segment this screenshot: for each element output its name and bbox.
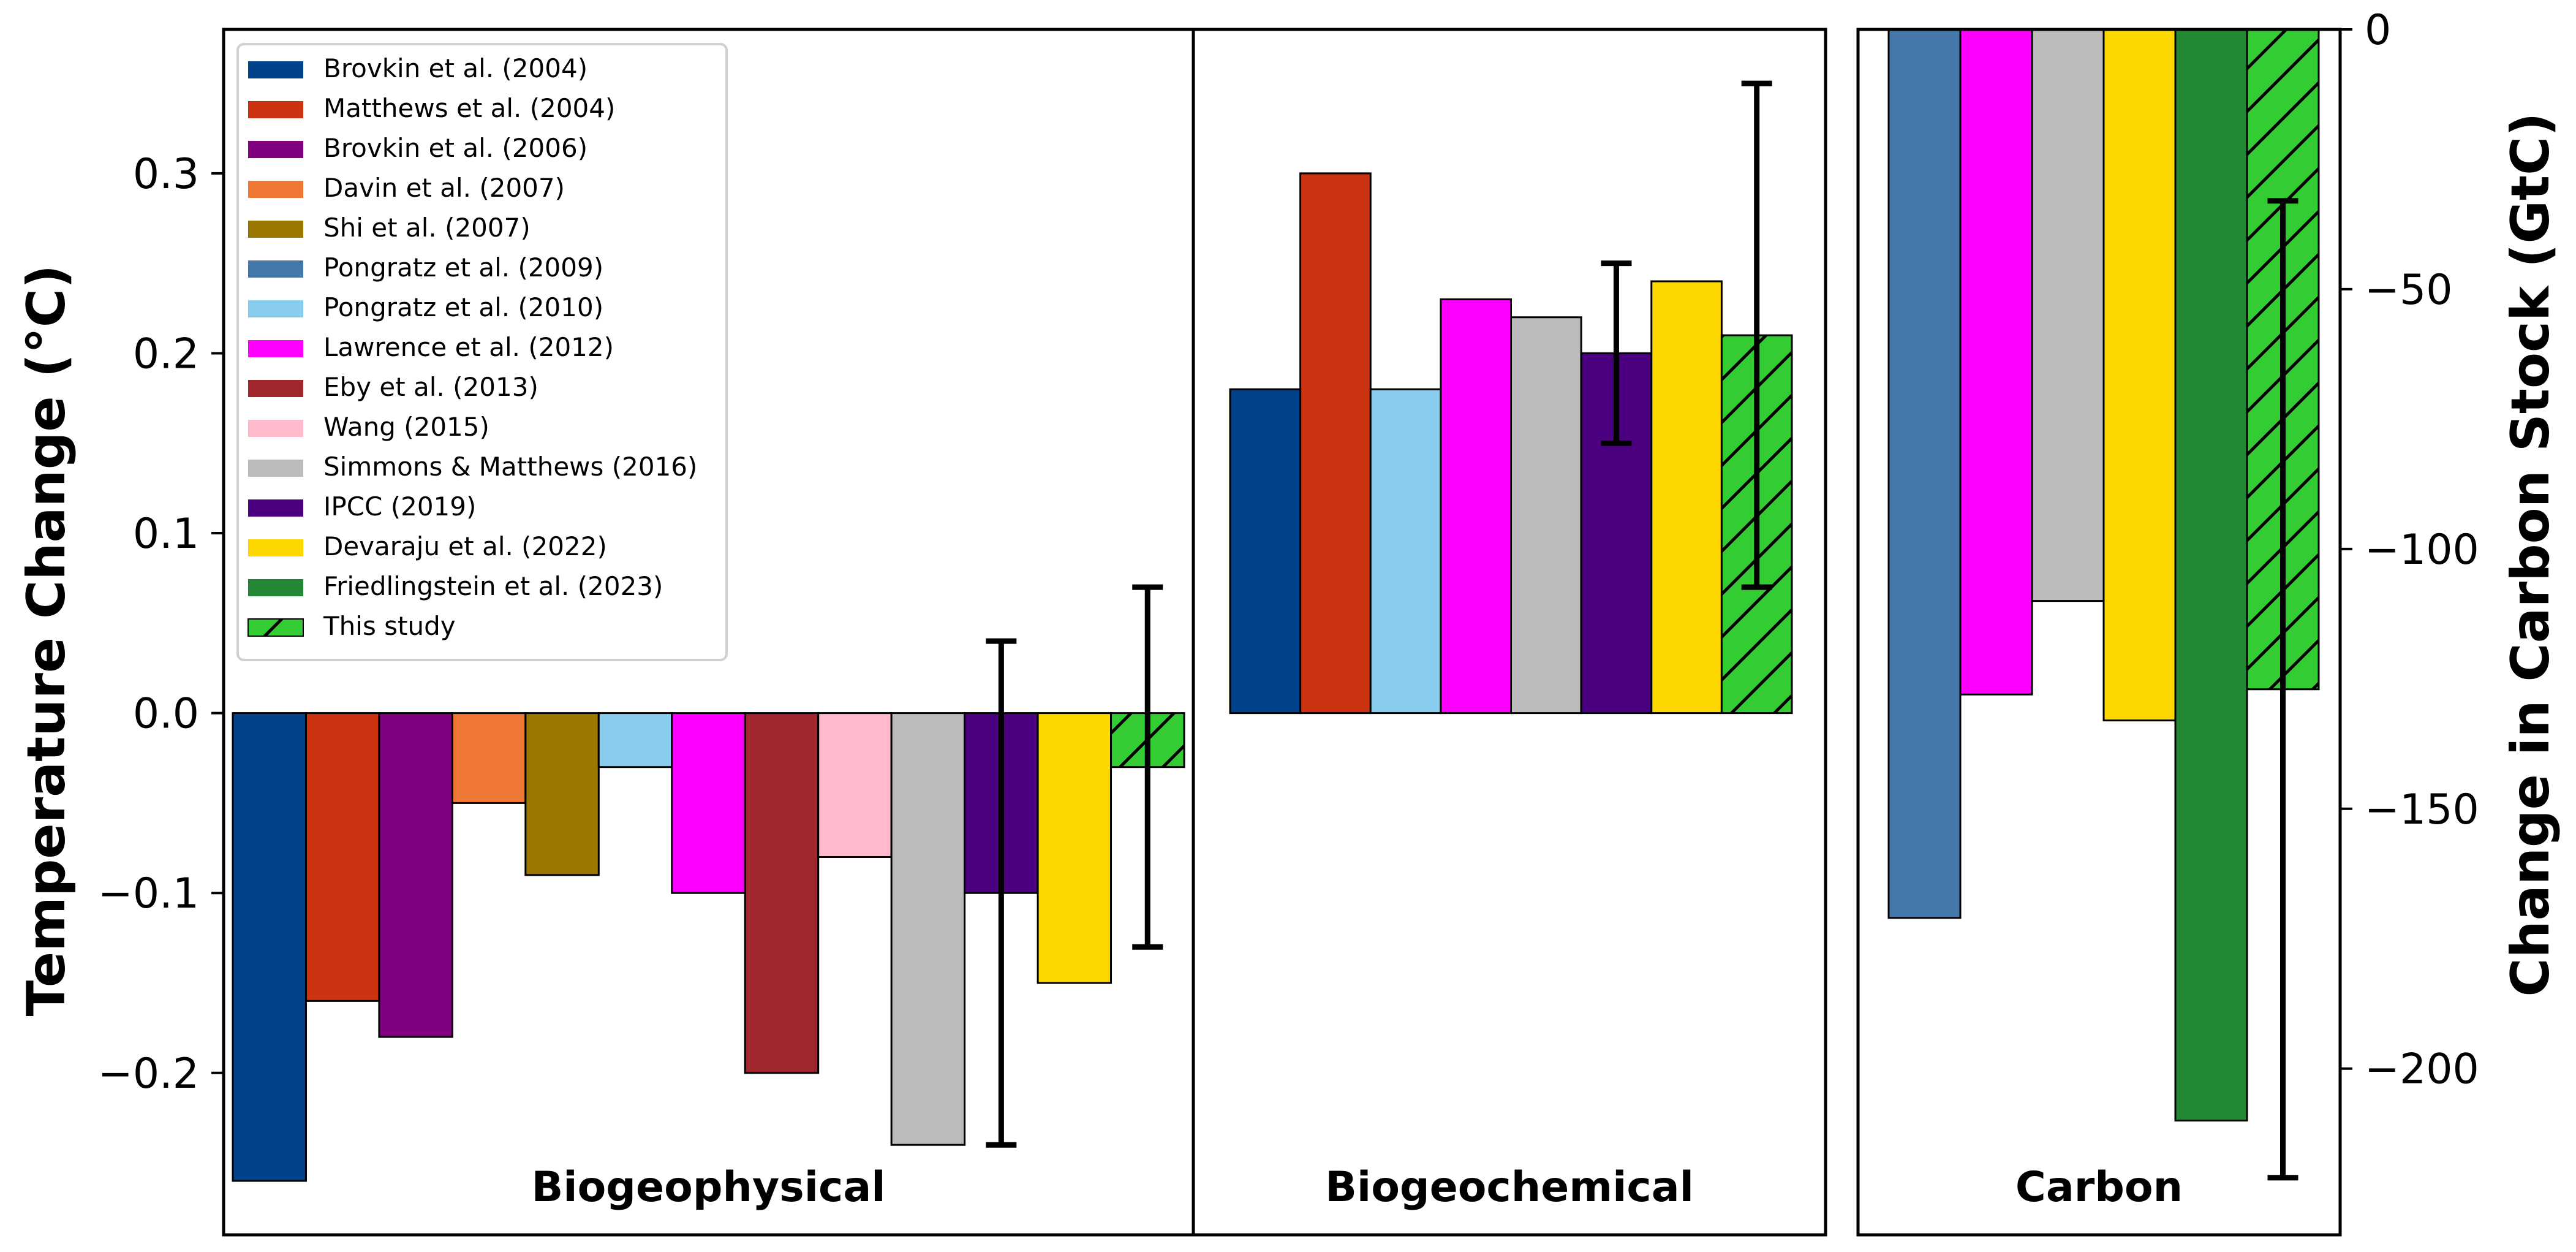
legend-label: Friedlingstein et al. (2023) <box>323 571 663 601</box>
y-axis-title-left: Temperature Change (°C) <box>16 265 77 1017</box>
legend-swatch <box>248 460 303 477</box>
y-tick-label-left: 0.2 <box>133 330 199 378</box>
bar-carbon-friedlingstein-et-al-2023 <box>2174 28 2248 1121</box>
panel-label-biogeophysical: Biogeophysical <box>531 1163 885 1212</box>
legend-label: Devaraju et al. (2022) <box>323 531 607 561</box>
error-bar-carbon-this-study <box>2267 198 2298 1181</box>
legend-swatch <box>247 618 304 637</box>
bar-biogeochemical-devaraju-et-al-2022 <box>1650 280 1723 715</box>
legend-label: Brovkin et al. (2006) <box>323 133 587 163</box>
legend-swatch <box>248 141 303 158</box>
bar-biogeophysical-matthews-et-al-2004 <box>304 712 380 1002</box>
bar-biogeochemical-brovkin-et-al-2004 <box>1229 388 1302 715</box>
bar-biogeophysical-wang-2015 <box>817 712 893 858</box>
legend-label: Pongratz et al. (2009) <box>323 252 603 283</box>
bars-layer <box>232 28 2320 1182</box>
y-axis-title-right: Change in Carbon Stock (GtC) <box>2500 112 2561 996</box>
legend-frame <box>236 43 728 661</box>
y-tick-label-left: −0.1 <box>98 870 199 918</box>
legend-swatch <box>248 181 303 198</box>
legend-swatch <box>248 380 303 397</box>
y-tick-label-right: −150 <box>2365 786 2479 834</box>
legend-item-brovkin-et-al-2006: Brovkin et al. (2006) <box>248 133 587 163</box>
legend-item-ipcc-2019: IPCC (2019) <box>248 491 476 522</box>
legend-label: Shi et al. (2007) <box>323 213 531 243</box>
legend-item-wang-2015: Wang (2015) <box>248 412 489 442</box>
error-bar-biogeophysical-ipcc-2019 <box>986 638 1017 1148</box>
y-tick-label-left: 0.0 <box>133 690 199 738</box>
y-tick-label-left: 0.1 <box>133 510 199 558</box>
legend-swatch <box>248 420 303 437</box>
legend-item-friedlingstein-et-al-2023: Friedlingstein et al. (2023) <box>248 571 663 601</box>
panel-label-biogeochemical: Biogeochemical <box>1325 1163 1694 1212</box>
legend-swatch <box>248 300 303 317</box>
legend-swatch <box>248 61 303 78</box>
bar-biogeochemical-simmons-matthews-2016 <box>1510 316 1582 715</box>
bar-carbon-devaraju-et-al-2022 <box>2102 28 2177 722</box>
bar-carbon-pongratz-et-al-2009 <box>1887 28 1962 919</box>
bar-biogeophysical-lawrence-et-al-2012 <box>671 712 746 894</box>
legend-label: Lawrence et al. (2012) <box>323 332 614 362</box>
panel-frames <box>222 28 2342 1237</box>
error-bar-biogeophysical-this-study <box>1132 584 1163 950</box>
panel-frame-carbon <box>1856 28 2342 1237</box>
legend-label: Wang (2015) <box>323 412 489 442</box>
bar-carbon-lawrence-et-al-2012 <box>1959 28 2033 696</box>
axis-ticks: 0.3 0.2 0.1 0.0 −0.1 −0.2 0 −50 −100 −150 −200 <box>98 6 2479 1098</box>
legend-item-devaraju-et-al-2022: Devaraju et al. (2022) <box>248 531 607 561</box>
legend-label: Matthews et al. (2004) <box>323 93 615 123</box>
bar-biogeophysical-brovkin-et-al-2004 <box>232 712 307 1182</box>
bar-biogeophysical-davin-et-al-2007 <box>451 712 527 804</box>
error-bars-layer <box>986 80 2298 1181</box>
y-tick-label-right: −100 <box>2365 526 2479 574</box>
legend-item-this-study: This study <box>247 611 456 641</box>
legend-item-matthews-et-al-2004: Matthews et al. (2004) <box>248 93 615 123</box>
legend-label: Brovkin et al. (2004) <box>323 53 587 83</box>
y-tick-label-left: −0.2 <box>98 1050 199 1098</box>
legend-label: Eby et al. (2013) <box>323 372 538 402</box>
legend-item-shi-et-al-2007: Shi et al. (2007) <box>248 213 531 243</box>
legend-swatch <box>248 499 303 517</box>
legend-swatch <box>248 260 303 278</box>
bar-biogeophysical-eby-et-al-2013 <box>744 712 820 1074</box>
legend-item-pongratz-et-al-2010: Pongratz et al. (2010) <box>248 292 603 322</box>
legend-label: Simmons & Matthews (2016) <box>323 452 697 482</box>
bar-biogeophysical-pongratz-et-al-2010 <box>597 712 673 768</box>
legend-swatch <box>248 340 303 357</box>
legend-item-brovkin-et-al-2004: Brovkin et al. (2004) <box>248 53 587 83</box>
legend-item-pongratz-et-al-2009: Pongratz et al. (2009) <box>248 252 603 283</box>
bar-carbon-simmons-matthews-2016 <box>2031 28 2105 602</box>
legend: Brovkin et al. (2004) Matthews et al. (20… <box>236 43 728 661</box>
bar-biogeochemical-matthews-et-al-2004 <box>1299 172 1372 715</box>
error-bar-biogeochemical-ipcc-2019 <box>1601 260 1632 446</box>
legend-item-lawrence-et-al-2012: Lawrence et al. (2012) <box>248 332 614 362</box>
bar-biogeochemical-lawrence-et-al-2012 <box>1440 298 1512 715</box>
legend-swatch <box>248 579 303 596</box>
legend-swatch <box>248 539 303 556</box>
bar-biogeophysical-devaraju-et-al-2022 <box>1037 712 1112 984</box>
legend-swatch <box>248 221 303 238</box>
panel-frame-biogeochemical <box>1192 28 1827 1237</box>
legend-label: This study <box>323 611 456 641</box>
panel-label-carbon: Carbon <box>2015 1163 2183 1212</box>
legend-label: Davin et al. (2007) <box>323 173 565 203</box>
legend-item-simmons-matthews-2016: Simmons & Matthews (2016) <box>248 452 697 482</box>
panel-labels: Biogeophysical Biogeochemical Carbon <box>531 1163 2183 1212</box>
y-tick-label-right: −50 <box>2365 266 2453 314</box>
y-tick-label-right: −200 <box>2365 1045 2479 1094</box>
error-bar-biogeochemical-this-study <box>1741 80 1772 590</box>
y-tick-label-right: 0 <box>2365 6 2391 55</box>
legend-label: IPCC (2019) <box>323 491 476 522</box>
legend-item-eby-et-al-2013: Eby et al. (2013) <box>248 372 538 402</box>
legend-label: Pongratz et al. (2010) <box>323 292 603 322</box>
bar-biogeophysical-simmons-matthews-2016 <box>890 712 966 1146</box>
legend-item-davin-et-al-2007: Davin et al. (2007) <box>248 173 565 203</box>
bar-biogeophysical-shi-et-al-2007 <box>524 712 600 876</box>
bar-biogeochemical-pongratz-et-al-2010 <box>1369 388 1442 715</box>
legend-swatch <box>248 101 303 118</box>
y-tick-label-left: 0.3 <box>133 150 199 199</box>
bar-biogeophysical-brovkin-et-al-2006 <box>378 712 453 1038</box>
